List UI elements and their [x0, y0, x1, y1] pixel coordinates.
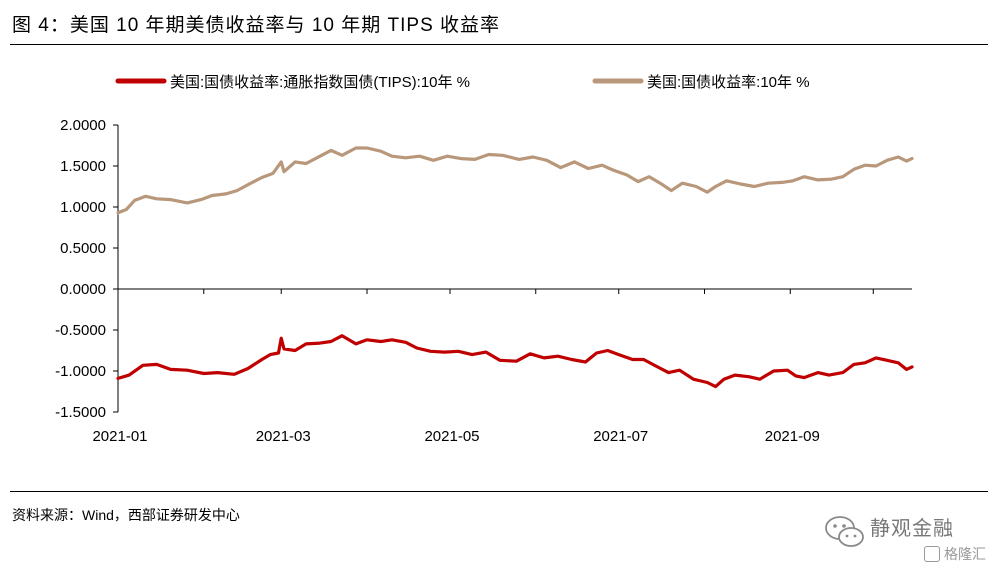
series-line-1	[116, 146, 914, 215]
x-tick-label: 2021-05	[424, 428, 479, 445]
axes: 2.0000 1.5000 1.0000 0.5000 0.0000 -0.5000 -1.…	[55, 117, 912, 445]
y-tick-label: 0.0000	[60, 281, 106, 298]
badge-text: 格隆汇	[944, 546, 986, 562]
x-tick-label: 2021-07	[593, 428, 648, 445]
x-tick-label: 2021-09	[765, 428, 820, 445]
y-tick-label: -1.5000	[55, 404, 106, 421]
badge: 格隆汇	[924, 544, 994, 564]
badge-logo-icon	[924, 546, 940, 562]
series-layer	[116, 146, 914, 389]
series-line-0	[116, 334, 914, 389]
y-tick-label: -0.5000	[55, 322, 106, 339]
source-note: 资料来源：Wind，西部证券研发中心	[12, 507, 240, 523]
x-tick-label: 2021-01	[92, 428, 147, 445]
line-chart: 美国:国债收益率:通胀指数国债(TIPS):10年 % 美国:国债收益率:10年 …	[55, 74, 914, 445]
watermark-text: 静观金融	[870, 518, 954, 540]
y-tick-label: 1.5000	[60, 158, 106, 175]
watermark: 静观金融 格隆汇	[820, 510, 1000, 570]
y-tick-label: -1.0000	[55, 363, 106, 380]
legend-label-1: 美国:国债收益率:10年 %	[647, 74, 810, 91]
legend-label-0: 美国:国债收益率:通胀指数国债(TIPS):10年 %	[170, 74, 470, 91]
legend: 美国:国债收益率:通胀指数国债(TIPS):10年 % 美国:国债收益率:10年 …	[115, 74, 810, 91]
y-tick-label: 1.0000	[60, 199, 106, 216]
y-tick-label: 0.5000	[60, 240, 106, 257]
x-tick-label: 2021-03	[256, 428, 311, 445]
y-tick-label: 2.0000	[60, 117, 106, 134]
wechat-icon	[825, 516, 864, 547]
chart-title: 图 4：美国 10 年期美债收益率与 10 年期 TIPS 收益率	[12, 15, 501, 36]
top-rule	[10, 44, 988, 45]
bottom-rule	[10, 491, 988, 492]
